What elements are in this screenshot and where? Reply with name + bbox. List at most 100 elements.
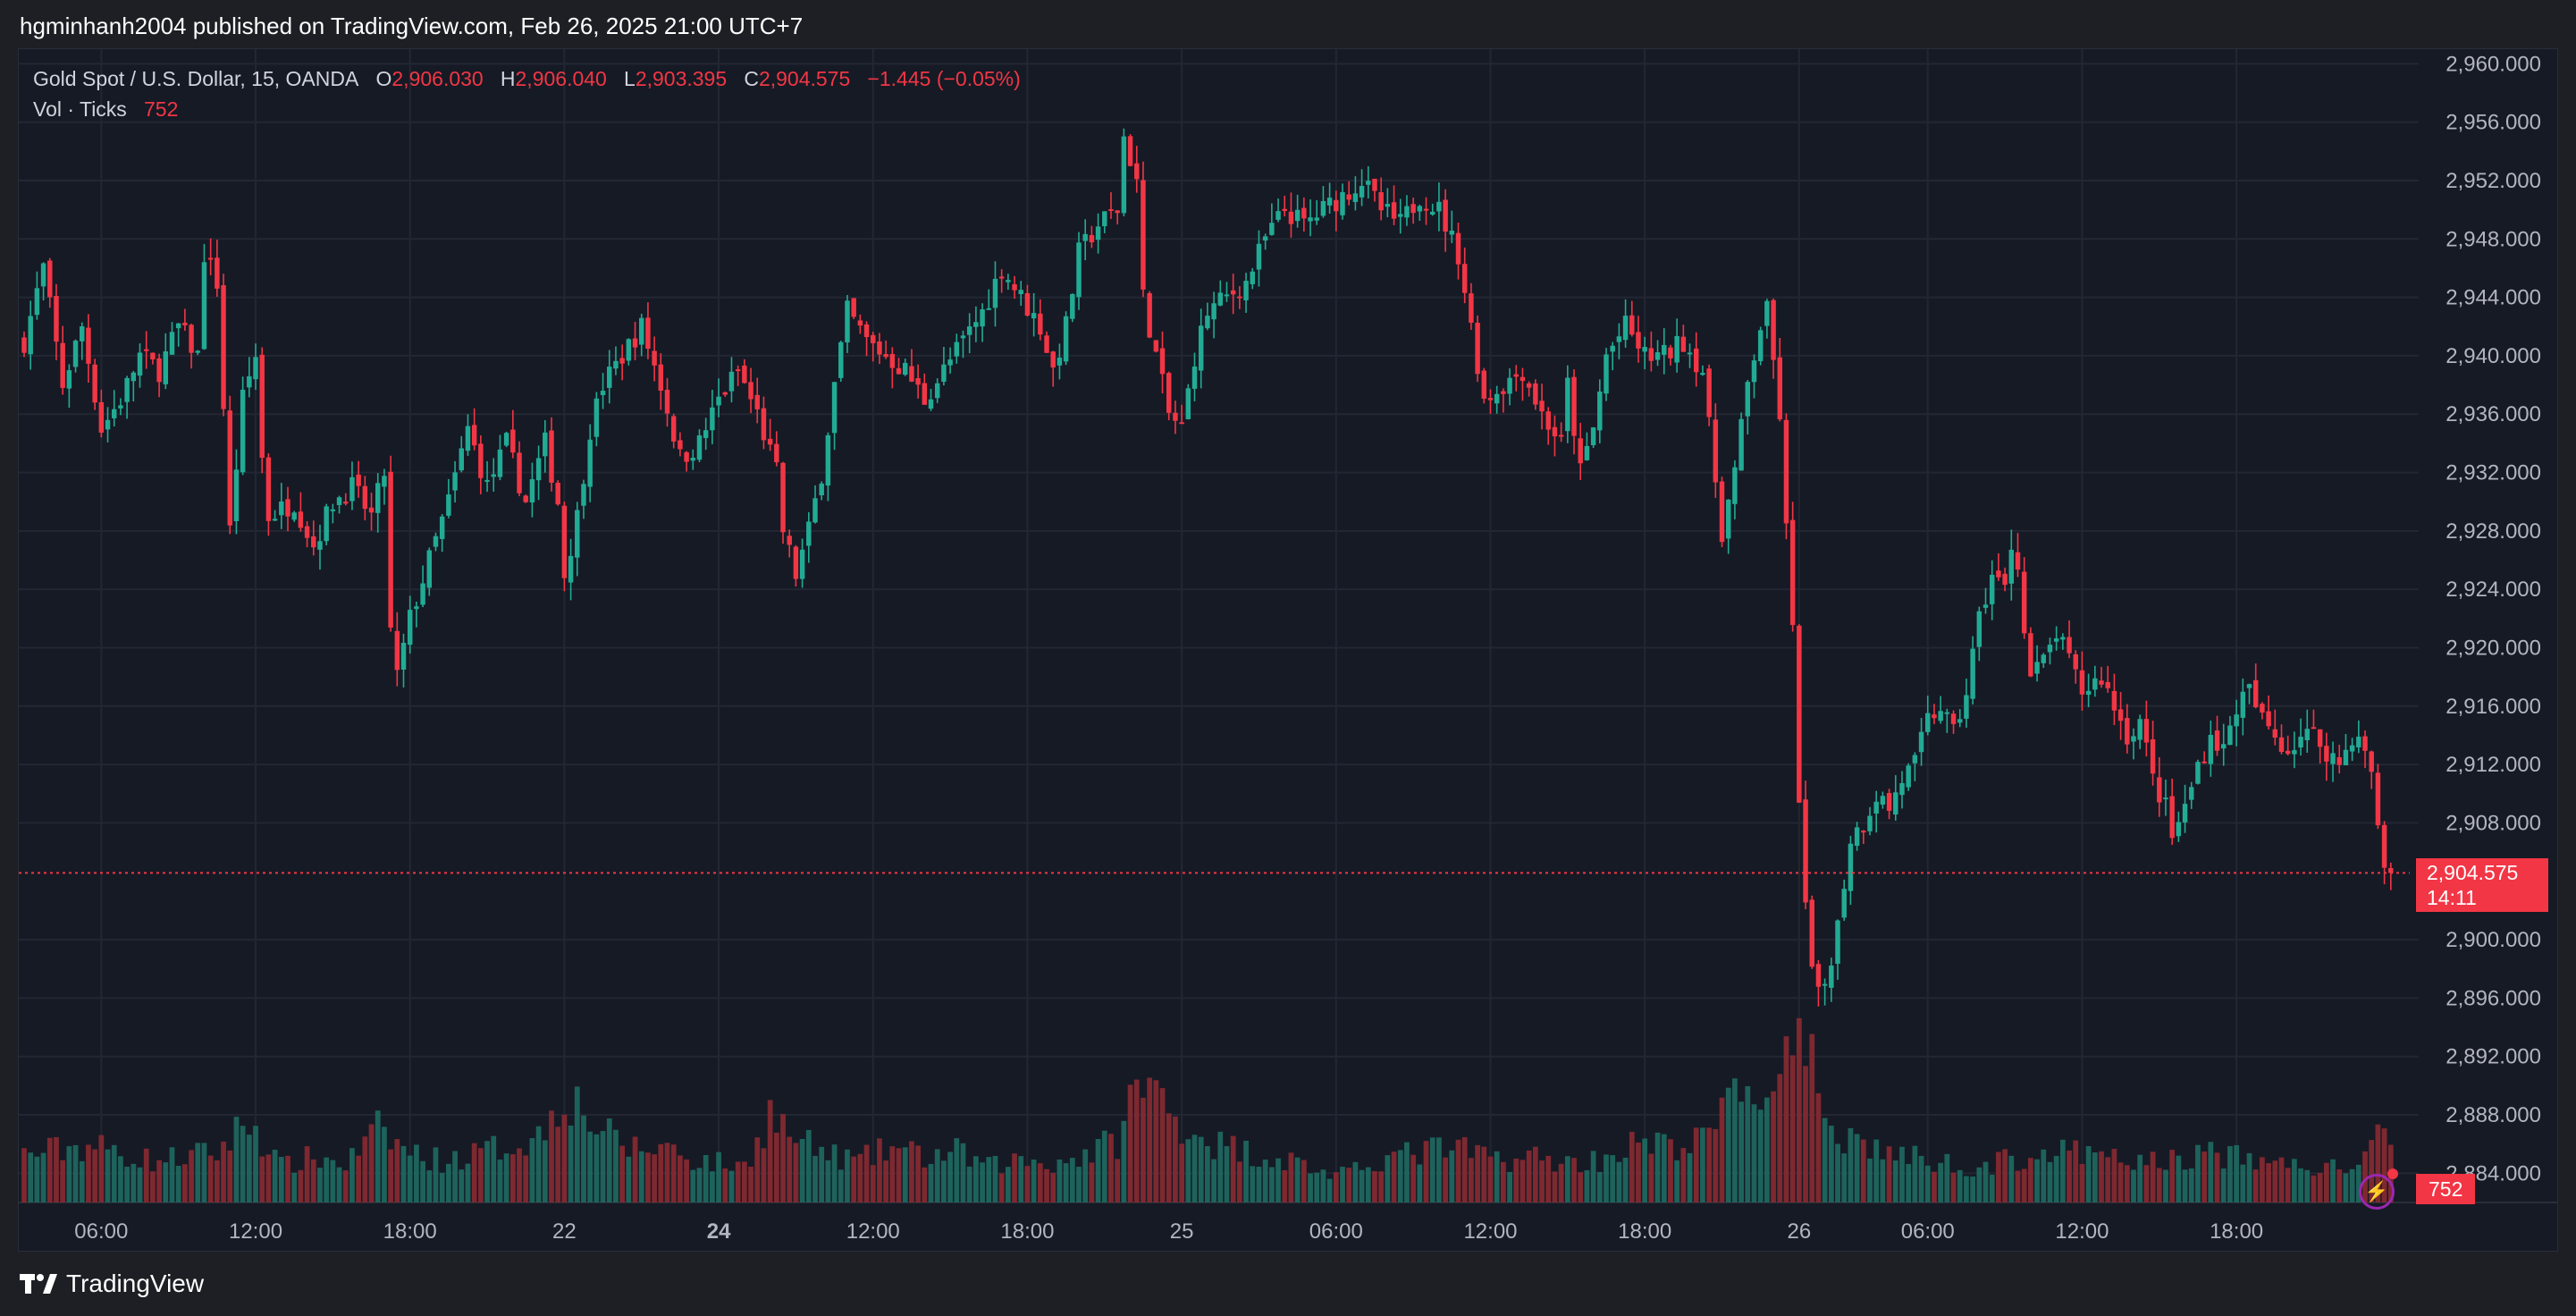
candle-body bbox=[2260, 704, 2265, 713]
candle-body bbox=[2021, 571, 2027, 634]
candle-body bbox=[2304, 729, 2311, 741]
volume-bar bbox=[1757, 1109, 1764, 1202]
candle-body bbox=[593, 398, 600, 437]
volume-bar bbox=[1365, 1167, 1371, 1202]
candle-body bbox=[1648, 348, 1654, 361]
volume-bar bbox=[954, 1138, 960, 1202]
price-axis[interactable]: 2,960.000 2,956.000 2,952.000 2,948.000 2,94… bbox=[2446, 52, 2541, 1185]
volume-bar bbox=[253, 1126, 258, 1202]
candle-body bbox=[581, 484, 586, 506]
candle-body bbox=[143, 349, 149, 351]
volume-bar bbox=[1944, 1153, 1950, 1202]
lightning-icon[interactable]: ⚡ bbox=[2359, 1174, 2395, 1210]
volume-bar bbox=[382, 1126, 387, 1202]
candle-body bbox=[503, 433, 509, 446]
volume-bar bbox=[1751, 1104, 1757, 1202]
volume-bar bbox=[278, 1156, 284, 1202]
candle-body bbox=[2272, 729, 2278, 738]
time-tick-label: 18:00 bbox=[1618, 1219, 1671, 1244]
candle-body bbox=[98, 401, 105, 433]
candle-body bbox=[2375, 772, 2381, 826]
volume-bar bbox=[1539, 1160, 1545, 1202]
volume-bar bbox=[889, 1146, 896, 1202]
candle-body bbox=[382, 476, 387, 487]
time-tick-label: 12:00 bbox=[1463, 1219, 1517, 1244]
volume-bar bbox=[1314, 1172, 1320, 1202]
candle-body bbox=[1590, 427, 1596, 445]
candle-body bbox=[2201, 761, 2207, 763]
candle-body bbox=[529, 479, 535, 503]
volume-bar bbox=[741, 1161, 747, 1202]
volume-bar bbox=[452, 1151, 458, 1202]
time-axis[interactable]: 06:00 12:00 18:00 22 24 12:00 18:00 25 06:00 12:0… bbox=[74, 1219, 2263, 1244]
chart-panel[interactable]: 2,960.000 2,956.000 2,952.000 2,948.000 2,94… bbox=[18, 48, 2558, 1252]
symbol-title[interactable]: Gold Spot / U.S. Dollar, 15, OANDA bbox=[33, 67, 359, 90]
candle-body bbox=[1700, 373, 1705, 375]
candle-body bbox=[72, 341, 79, 367]
candle-body bbox=[150, 352, 156, 359]
candle-body bbox=[324, 506, 329, 542]
volume-bar bbox=[1101, 1130, 1107, 1202]
candle-body bbox=[1745, 382, 1751, 417]
volume-bar bbox=[1835, 1143, 1840, 1202]
candle-body bbox=[947, 359, 953, 366]
volume-bar bbox=[710, 1171, 715, 1202]
candle-body bbox=[1751, 360, 1757, 383]
volume-bar bbox=[658, 1143, 664, 1202]
candle-body bbox=[1565, 377, 1570, 432]
volume-bar bbox=[1584, 1169, 1590, 1202]
volume-bar bbox=[670, 1144, 677, 1202]
volume-bar bbox=[825, 1160, 831, 1202]
volume-bar bbox=[684, 1159, 689, 1202]
candle-body bbox=[1173, 412, 1178, 421]
candle-body bbox=[2060, 637, 2066, 640]
volume-bar bbox=[21, 1148, 27, 1202]
volume-bar bbox=[2260, 1157, 2265, 1202]
volume-bar bbox=[1455, 1139, 1461, 1202]
volume-bar bbox=[1745, 1085, 1751, 1202]
candle-body bbox=[1211, 303, 1216, 320]
candle-body bbox=[1789, 519, 1796, 626]
candle-body bbox=[253, 357, 258, 380]
candle-body bbox=[1764, 300, 1770, 326]
candle-body bbox=[1469, 293, 1474, 323]
volume-bar bbox=[1513, 1158, 1520, 1202]
volume-bar bbox=[1648, 1153, 1654, 1202]
candle-body bbox=[471, 425, 477, 446]
volume-bar bbox=[465, 1163, 471, 1202]
volume-bar bbox=[626, 1156, 632, 1202]
candle-body bbox=[195, 350, 201, 353]
volume-bar bbox=[1552, 1171, 1558, 1202]
volume-bar bbox=[728, 1170, 735, 1202]
candle-body bbox=[330, 509, 336, 511]
candle-body bbox=[1693, 348, 1699, 373]
volume-bar bbox=[1545, 1155, 1552, 1202]
volume-label[interactable]: Vol · Ticks bbox=[33, 97, 127, 121]
candle-body bbox=[2041, 654, 2047, 663]
volume-bar bbox=[1352, 1161, 1359, 1202]
candle-body bbox=[452, 472, 458, 491]
price-tick-label: 2,936.000 bbox=[2446, 402, 2541, 426]
candle-body bbox=[2388, 868, 2394, 873]
candle-body bbox=[1861, 831, 1866, 833]
volume-bar bbox=[1417, 1164, 1423, 1202]
candle-body bbox=[175, 323, 181, 329]
candle-body bbox=[1423, 208, 1429, 211]
volume-bar bbox=[780, 1114, 786, 1202]
candle-body bbox=[182, 323, 188, 325]
volume-bar bbox=[1404, 1142, 1410, 1202]
candle-body bbox=[1159, 348, 1166, 375]
volume-bar bbox=[909, 1141, 914, 1202]
volume-bar bbox=[1115, 1159, 1121, 1202]
candle-body bbox=[439, 516, 445, 539]
candle-body bbox=[2053, 638, 2059, 642]
volume-bar bbox=[2079, 1163, 2085, 1202]
volume-bar bbox=[1127, 1084, 1133, 1202]
volume-bar bbox=[317, 1168, 323, 1202]
volume-bar bbox=[1564, 1156, 1570, 1202]
candlestick-chart[interactable]: 2,960.000 2,956.000 2,952.000 2,948.000 2,94… bbox=[19, 49, 2558, 1252]
volume-bar bbox=[407, 1155, 413, 1202]
tradingview-logo[interactable]: TradingView bbox=[20, 1270, 204, 1298]
volume-bar bbox=[1912, 1145, 1918, 1202]
candle-body bbox=[54, 296, 59, 342]
